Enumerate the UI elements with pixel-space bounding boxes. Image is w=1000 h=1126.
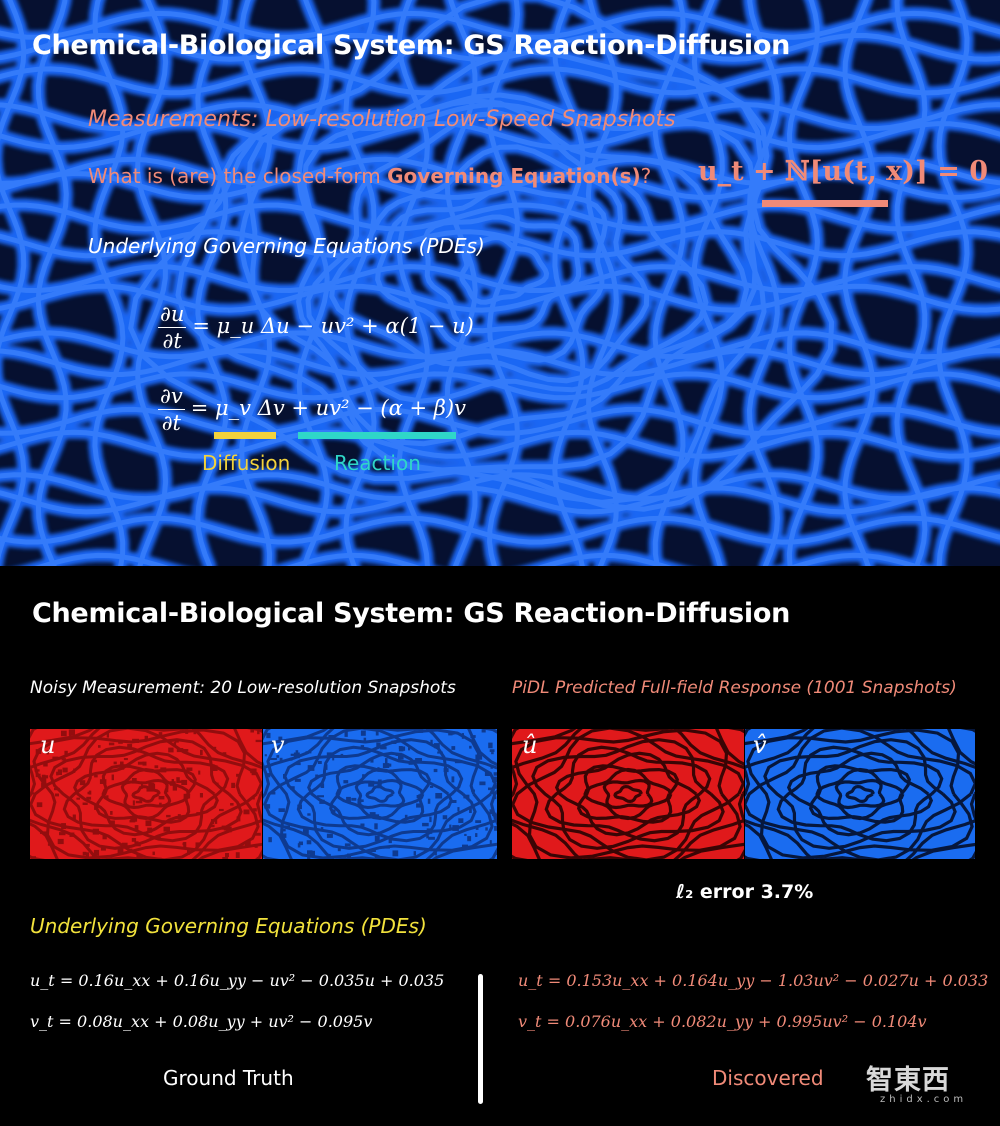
- reaction-label: Reaction: [334, 451, 421, 475]
- panel-u-label: u: [40, 731, 56, 759]
- reaction-underline: [298, 432, 456, 439]
- noisy-v-pattern: [263, 729, 497, 859]
- general-form-equation: u_t + ℕ[u(t, x)] = 0: [698, 156, 989, 187]
- question-bold: Governing Equation(s): [387, 164, 641, 188]
- eq1-rhs: = μ_u Δu − uv² + α(1 − u): [192, 314, 474, 338]
- watermark-logo: 智東西: [866, 1065, 950, 1096]
- eq2-numerator: ∂v: [158, 384, 185, 410]
- eq2-denominator: ∂t: [161, 411, 182, 435]
- noisy-u-panel: u: [30, 729, 262, 859]
- vertical-divider: [478, 974, 483, 1104]
- question-text: What is (are) the closed-form Governing …: [88, 164, 651, 188]
- panel-v-hat-label: v̂: [753, 731, 767, 759]
- eq1-denominator: ∂t: [162, 329, 182, 353]
- pde-equation-v: ∂v ∂t = μ_v Δv + uv² − (α + β)v: [158, 384, 466, 435]
- question-prefix: What is (are) the closed-form: [88, 164, 388, 188]
- diffusion-label: Diffusion: [202, 451, 291, 475]
- diffusion-underline: [214, 432, 276, 439]
- eq1-numerator: ∂u: [158, 302, 187, 328]
- predicted-v-pattern: [745, 729, 975, 859]
- watermark-url: zhidx.com: [880, 1094, 968, 1105]
- discovered-eq-u: u_t = 0.153u_xx + 0.164u_yy − 1.03uv² − …: [518, 971, 989, 990]
- bottom-section: Chemical-Biological System: GS Reaction-…: [0, 566, 1000, 1126]
- eq2-rhs: = μ_v Δv + uv² − (α + β)v: [190, 396, 466, 420]
- noisy-u-pattern: [30, 729, 262, 859]
- top-title: Chemical-Biological System: GS Reaction-…: [32, 30, 790, 61]
- discovered-label: Discovered: [712, 1066, 824, 1090]
- predicted-u-panel: û: [512, 729, 744, 859]
- predicted-v-panel: v̂: [745, 729, 975, 859]
- pde-equation-u: ∂u ∂t = μ_u Δu − uv² + α(1 − u): [158, 302, 474, 353]
- noisy-measurement-label: Noisy Measurement: 20 Low-resolution Sna…: [30, 678, 456, 698]
- ground-truth-eq-v: v_t = 0.08u_xx + 0.08u_yy + uv² − 0.095v: [30, 1012, 373, 1031]
- discovered-eq-v: v_t = 0.076u_xx + 0.082u_yy + 0.995uv² −…: [518, 1012, 927, 1031]
- bottom-title: Chemical-Biological System: GS Reaction-…: [32, 598, 790, 629]
- ground-truth-label: Ground Truth: [163, 1066, 294, 1090]
- panel-v-label: v: [271, 731, 285, 759]
- general-form-underline: [762, 200, 888, 207]
- predicted-response-label: PiDL Predicted Full-field Response (1001…: [512, 678, 957, 698]
- l2-error-label: ℓ₂ error 3.7%: [676, 881, 814, 903]
- panel-u-hat-label: û: [522, 731, 538, 759]
- question-suffix: ?: [640, 164, 652, 188]
- bottom-underlying-label: Underlying Governing Equations (PDEs): [30, 914, 427, 938]
- turing-pattern-background: [0, 0, 1000, 566]
- ground-truth-eq-u: u_t = 0.16u_xx + 0.16u_yy − uv² − 0.035u…: [30, 971, 445, 990]
- measurements-label: Measurements: Low-resolution Low-Speed S…: [88, 107, 676, 132]
- top-section: Chemical-Biological System: GS Reaction-…: [0, 0, 1000, 566]
- noisy-v-panel: v: [263, 729, 497, 859]
- predicted-u-pattern: [512, 729, 744, 859]
- top-underlying-label: Underlying Governing Equations (PDEs): [88, 234, 485, 258]
